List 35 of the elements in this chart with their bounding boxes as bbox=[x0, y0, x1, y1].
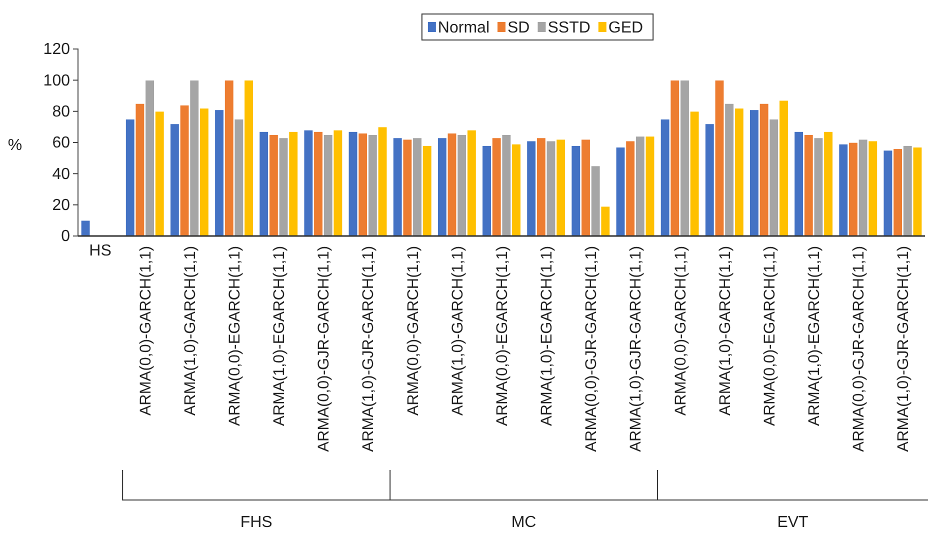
x-tick-label: ARMA(1,0)-GARCH(1,1) bbox=[716, 246, 734, 416]
x-tick-label: ARMA(1,0)-GJR-GARCH(1,1) bbox=[360, 246, 378, 452]
legend-label: SSTD bbox=[548, 20, 590, 37]
bar bbox=[80, 220, 90, 236]
y-axis-title: % bbox=[8, 137, 22, 154]
x-tick-label: ARMA(0,0)-EGARCH(1,1) bbox=[226, 246, 244, 426]
x-tick-label: ARMA(0,0)-GARCH(1,1) bbox=[404, 246, 422, 416]
x-tick-label: ARMA(0,0)-EGARCH(1,1) bbox=[761, 246, 778, 426]
x-tick-label: ARMA(1,0)-GJR-GARCH(1,1) bbox=[895, 246, 912, 452]
x-tick-label: ARMA(1,0)-EGARCH(1,1) bbox=[538, 246, 556, 426]
legend-label: SD bbox=[507, 20, 530, 37]
y-tick-label: 80 bbox=[52, 103, 70, 120]
x-tick-label: ARMA(0,0)-GARCH(1,1) bbox=[137, 246, 154, 416]
legend-label: Normal bbox=[438, 20, 490, 37]
x-tick-label: ARMA(1,0)-GARCH(1,1) bbox=[449, 246, 466, 416]
y-tick-label: 60 bbox=[52, 134, 70, 152]
x-tick-label: ARMA(0,0)-EGARCH(1,1) bbox=[494, 246, 511, 426]
y-tick-label: 120 bbox=[43, 41, 70, 58]
y-tick-label: 100 bbox=[43, 72, 70, 90]
x-tick-label: ARMA(1,0)-GARCH(1,1) bbox=[182, 246, 199, 416]
x-tick-label: ARMA(1,0)-EGARCH(1,1) bbox=[271, 246, 288, 426]
x-tick-label: HS bbox=[89, 242, 112, 260]
x-tick-label: ARMA(0,0)-GJR-GARCH(1,1) bbox=[583, 246, 600, 452]
text: MC bbox=[511, 514, 536, 531]
x-tick-label: ARMA(0,0)-GJR-GARCH(1,1) bbox=[316, 246, 333, 452]
y-tick-label: 0 bbox=[61, 228, 70, 246]
legend-label: GED bbox=[608, 20, 644, 37]
y-tick-label: 40 bbox=[52, 166, 70, 183]
y-tick-label: 20 bbox=[52, 196, 70, 214]
text: EVT bbox=[777, 514, 809, 531]
x-tick-label: ARMA(1,0)-EGARCH(1,1) bbox=[806, 246, 823, 426]
text: FHS bbox=[240, 514, 272, 531]
x-tick-label: ARMA(0,0)-GARCH(1,1) bbox=[672, 246, 690, 416]
x-tick-label: ARMA(0,0)-GJR-GARCH(1,1) bbox=[850, 246, 868, 452]
x-tick-label: ARMA(1,0)-GJR-GARCH(1,1) bbox=[628, 246, 645, 452]
